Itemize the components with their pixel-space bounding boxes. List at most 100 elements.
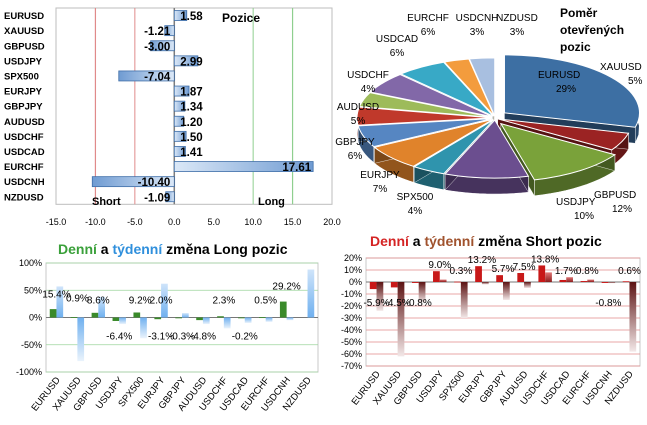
pie-label: AUDUSD — [337, 102, 379, 113]
value-label: -1.21 — [144, 26, 171, 38]
weekly-change-bar — [140, 317, 147, 339]
weekly-change-bar — [202, 317, 210, 325]
data-label: 8.6% — [87, 296, 110, 307]
pie-label: USDCNH — [456, 13, 499, 24]
y-tick-label: -50% — [21, 340, 42, 350]
value-label: 17.61 — [282, 162, 311, 174]
daily-change-bar — [369, 282, 377, 290]
category-label: AUDUSD — [4, 117, 45, 128]
value-label: 1.58 — [180, 11, 203, 23]
x-tick-label: -10.0 — [85, 217, 106, 227]
daily-change-bar — [517, 273, 525, 282]
pie-pct-label: 7% — [373, 184, 388, 195]
weekly-change-bar — [503, 282, 510, 300]
position-bar — [91, 176, 175, 188]
weekly-change-bar — [161, 283, 168, 318]
position-bar — [173, 161, 314, 172]
y-tick-label: -50% — [341, 337, 362, 347]
data-label: 5.7% — [492, 264, 515, 275]
long-change-chart: -100%-50%0%50%100%EURUSDXAUUSDGBPUSDUSDJ… — [16, 241, 319, 414]
y-tick-label: 100% — [19, 258, 42, 268]
data-label: 0.9% — [66, 294, 89, 305]
daily-change-bar — [258, 317, 266, 319]
daily-change-bar — [91, 312, 99, 318]
pie-label: USDJPY — [556, 197, 596, 208]
daily-change-bar — [580, 281, 588, 282]
chart-title: Pozice — [222, 11, 260, 25]
x-tick-label: 15.0 — [284, 217, 302, 227]
value-label: 1.87 — [180, 87, 202, 99]
pie-slice — [443, 58, 495, 117]
value-label: -1.09 — [144, 192, 170, 204]
position-bar — [118, 70, 175, 82]
chart-title: Denní a týdenní změna Long pozic — [58, 241, 288, 257]
pie-pct-label: 10% — [574, 211, 594, 222]
y-tick-label: 50% — [24, 285, 42, 295]
daily-change-bar — [390, 282, 398, 288]
weekly-change-bar — [439, 279, 447, 282]
weekly-change-bar — [545, 272, 552, 282]
daily-change-bar — [559, 279, 567, 282]
value-label: 1.34 — [180, 102, 203, 114]
daily-change-bar — [279, 301, 287, 318]
title-part: a — [409, 233, 425, 249]
data-label: -4.8% — [190, 332, 216, 343]
value-label: 1.50 — [180, 132, 202, 144]
pie-pct-label: 5% — [628, 76, 643, 87]
pie-pct-label: 3% — [470, 27, 485, 38]
data-label: -6.4% — [106, 332, 132, 343]
pie-title-line: otevřených — [560, 23, 624, 37]
weekly-change-bar — [587, 279, 595, 282]
daily-change-bar — [238, 317, 245, 319]
category-label: EURCHF — [4, 162, 44, 173]
pie-pct-label: 29% — [556, 84, 576, 95]
daily-change-bar — [454, 281, 461, 283]
data-label: -0.2% — [232, 332, 258, 343]
weekly-change-bar — [481, 282, 489, 285]
y-tick-label: -20% — [341, 301, 362, 311]
short-label: Short — [92, 196, 121, 208]
weekly-change-bar — [397, 282, 405, 357]
x-tick-label: 10.0 — [244, 217, 262, 227]
pie-label: USDCAD — [376, 34, 418, 45]
daily-change-bar — [433, 271, 440, 282]
pie-label: GBPUSD — [594, 190, 636, 201]
pie-label: SPX500 — [397, 192, 434, 203]
pie-label: EURCHF — [407, 13, 449, 24]
long-label: Long — [258, 196, 285, 208]
weekly-change-bar — [98, 296, 106, 318]
pie-pct-label: 5% — [351, 116, 366, 127]
data-label: -0.3% — [169, 332, 195, 343]
pie-label: NZDUSD — [496, 13, 538, 24]
data-label: 0.8% — [576, 266, 599, 277]
value-label: -7.04 — [144, 71, 171, 83]
y-tick-label: -40% — [341, 325, 362, 335]
pie-slice — [497, 118, 630, 151]
y-tick-label: -10% — [341, 289, 362, 299]
daily-change-bar — [217, 316, 224, 318]
y-tick-label: -30% — [341, 313, 362, 323]
value-label: 2.99 — [180, 56, 202, 68]
data-label: 9.0% — [428, 260, 451, 271]
x-tick-label: 0.0 — [168, 217, 181, 227]
pie-slice — [399, 61, 494, 117]
data-label: 0.3% — [449, 266, 472, 277]
weekly-change-bar — [223, 317, 231, 329]
pie-slice — [412, 119, 494, 175]
weekly-change-bar — [286, 317, 294, 321]
pie-slice — [358, 92, 493, 118]
category-label: USDCAD — [4, 147, 45, 158]
category-label: GBPJPY — [4, 102, 43, 113]
data-label: -5.9% — [363, 298, 389, 309]
daily-change-bar — [622, 281, 630, 283]
title-part: Denní — [370, 233, 410, 249]
data-label: 29.2% — [272, 282, 300, 293]
data-label: -4.5% — [385, 298, 411, 309]
pie-label: XAUUSD — [600, 62, 642, 73]
data-label: 1.7% — [555, 266, 578, 277]
weekly-change-bar — [629, 282, 637, 352]
data-label: -3.1% — [148, 332, 174, 343]
position-bar — [173, 115, 185, 127]
category-label: XAUUSD — [4, 26, 44, 37]
pie-label: GBPJPY — [335, 137, 375, 148]
